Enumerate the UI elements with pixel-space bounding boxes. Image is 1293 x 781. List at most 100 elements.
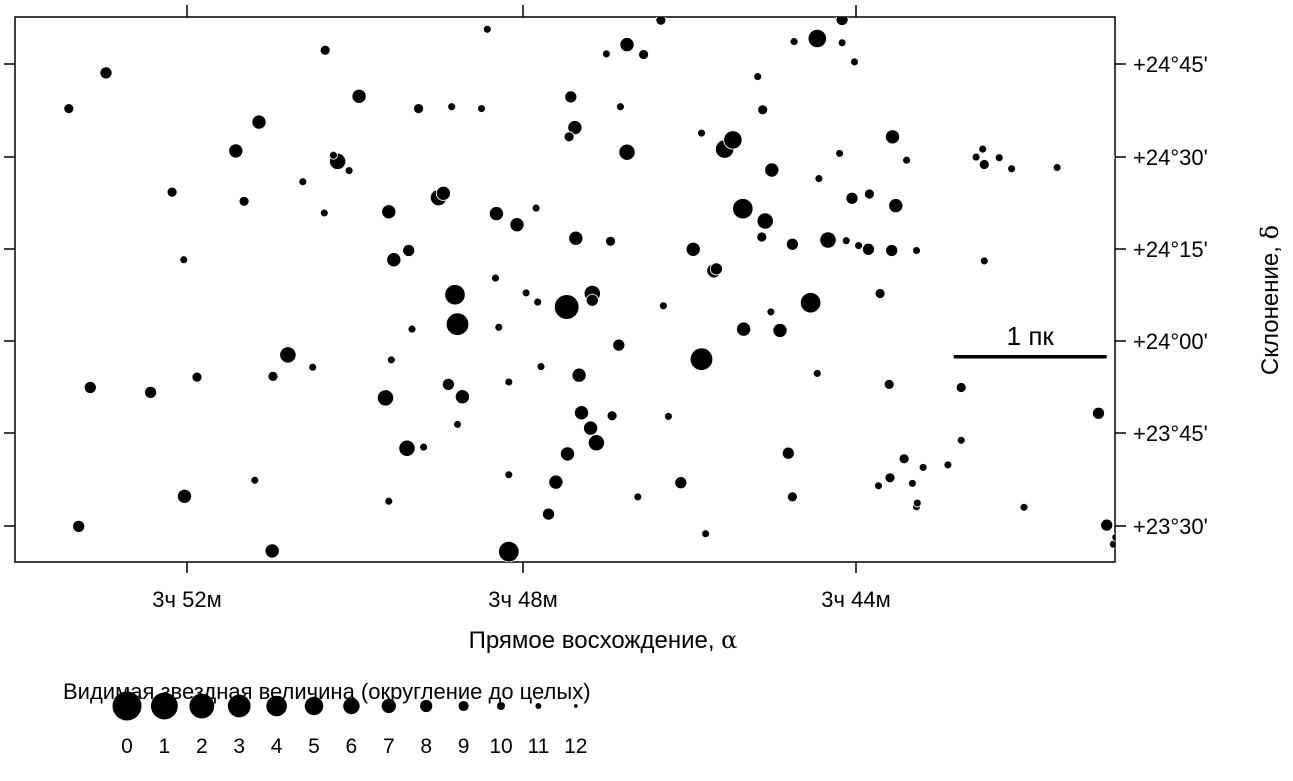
star-point (564, 90, 578, 104)
star-point (521, 288, 531, 298)
star-point (709, 262, 723, 276)
legend-marker (573, 704, 578, 708)
star-point (504, 470, 514, 480)
y-tick-label: +24°30' (1133, 145, 1208, 170)
legend-marker (227, 694, 251, 718)
star-point (491, 273, 500, 283)
star-point (658, 301, 668, 311)
star-point (781, 446, 795, 460)
scale-bar-label: 1 пк (1007, 321, 1055, 351)
star-point (453, 419, 462, 429)
star-point (978, 158, 990, 170)
star-point (308, 362, 318, 372)
star-point (585, 293, 599, 307)
star-point (419, 442, 429, 452)
star-point (1108, 539, 1115, 549)
y-tick-label: +23°30' (1133, 514, 1208, 539)
star-point (498, 540, 520, 562)
legend-label: 8 (420, 735, 432, 758)
star-point (766, 307, 776, 317)
legend-marker (420, 699, 433, 713)
star-point (238, 195, 250, 207)
legend-marker (189, 693, 215, 719)
star-point (571, 367, 587, 383)
star-point (885, 243, 899, 258)
legend-marker (343, 697, 360, 715)
y-tick-label: +24°15' (1133, 237, 1208, 262)
star-point (884, 129, 901, 145)
star-point (1052, 163, 1062, 172)
x-axis-symbol: α (721, 626, 737, 654)
star-point (559, 446, 576, 462)
star-point (144, 385, 158, 399)
star-point (757, 104, 769, 116)
star-point (685, 241, 701, 257)
legend-marker (112, 691, 142, 721)
legend-label: 5 (308, 735, 320, 758)
star-point (319, 44, 331, 56)
star-point (612, 338, 626, 352)
star-point (251, 114, 267, 130)
star-point (723, 130, 743, 150)
star-point (979, 256, 989, 266)
star-point (176, 488, 193, 504)
star-point (884, 472, 896, 484)
star-point (402, 243, 416, 258)
star-point (444, 283, 466, 306)
legend-marker (150, 692, 178, 720)
star-point (912, 246, 921, 255)
legend-label: 6 (346, 735, 358, 758)
star-point (482, 24, 492, 34)
stars-layer (63, 17, 1115, 562)
legend-label: 3 (233, 735, 245, 758)
star-point (789, 37, 799, 47)
star-point (384, 496, 394, 506)
star-point (533, 297, 543, 307)
star-point (1007, 164, 1017, 174)
star-point (398, 439, 416, 457)
star-point (567, 119, 583, 136)
star-point (445, 312, 470, 337)
star-point (772, 322, 788, 339)
star-point (548, 474, 564, 490)
plot-frame (14, 16, 1116, 563)
star-point (994, 153, 1004, 163)
star-point (298, 177, 308, 187)
star-point (697, 128, 706, 138)
star-point (618, 143, 636, 161)
legend-marker (381, 698, 396, 714)
star-point (351, 88, 367, 104)
legend-label: 10 (489, 735, 512, 758)
star-point (1091, 406, 1106, 420)
star-point (619, 36, 635, 53)
star-point (907, 478, 917, 488)
legend-label: 7 (383, 735, 395, 758)
star-point (63, 103, 75, 115)
star-point (883, 378, 895, 390)
star-point (888, 198, 904, 214)
legend-title: Видимая звездная величина (округление до… (63, 679, 591, 704)
legend-marker (266, 695, 287, 717)
legend-label: 4 (271, 735, 283, 758)
star-point (267, 370, 279, 382)
legend-label: 11 (527, 735, 549, 758)
star-point (83, 380, 97, 395)
star-point (845, 191, 859, 205)
star-point (874, 481, 883, 491)
star-point (454, 389, 471, 405)
star-point (835, 148, 845, 158)
star-point (807, 28, 827, 49)
star-point (854, 241, 864, 251)
star-point (955, 382, 967, 394)
star-point (447, 102, 457, 112)
star-point (655, 17, 667, 26)
star-point (553, 294, 580, 320)
star-point (633, 492, 643, 502)
legend-label: 2 (196, 735, 208, 758)
y-axis-title-text: Склонение, (1257, 246, 1284, 375)
star-point (179, 255, 189, 265)
star-point (764, 162, 780, 178)
star-point (863, 188, 875, 200)
x-axis-title-text: Прямое восхождение, (469, 627, 715, 654)
